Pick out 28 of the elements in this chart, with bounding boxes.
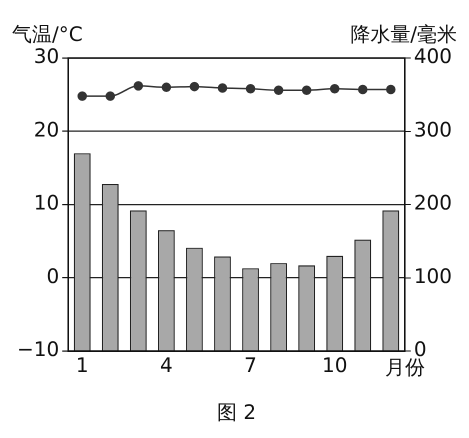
y-tick-label: 10: [34, 190, 60, 215]
caption: 图 2: [216, 400, 256, 424]
y-tick-label: −10: [16, 337, 60, 362]
point: [358, 84, 368, 94]
point: [386, 84, 396, 94]
point: [218, 83, 228, 93]
y-axis-title: 气温/°C: [12, 22, 83, 46]
point: [190, 82, 200, 92]
y2-tick-label: 300: [414, 117, 452, 142]
point: [274, 85, 284, 95]
x-tick-label: 7: [244, 353, 257, 378]
x-tick-label: 1: [76, 353, 89, 378]
y2-axis-title: 降水量/毫米: [350, 22, 457, 46]
point: [77, 91, 87, 101]
y2-tick-label: 100: [414, 264, 452, 288]
point: [106, 91, 116, 101]
point: [302, 85, 312, 95]
y2-tick-label: 400: [414, 44, 452, 68]
y-tick-label: 0: [46, 264, 60, 288]
point: [330, 84, 340, 94]
point: [246, 84, 256, 94]
y2-tick-label: 200: [414, 190, 452, 215]
x-tick-label: 4: [160, 353, 173, 378]
y-tick-label: 30: [34, 44, 60, 68]
x-tick-label: 10: [322, 353, 348, 378]
y-tick-label: 20: [34, 117, 60, 142]
point: [134, 81, 144, 91]
point: [162, 82, 172, 92]
